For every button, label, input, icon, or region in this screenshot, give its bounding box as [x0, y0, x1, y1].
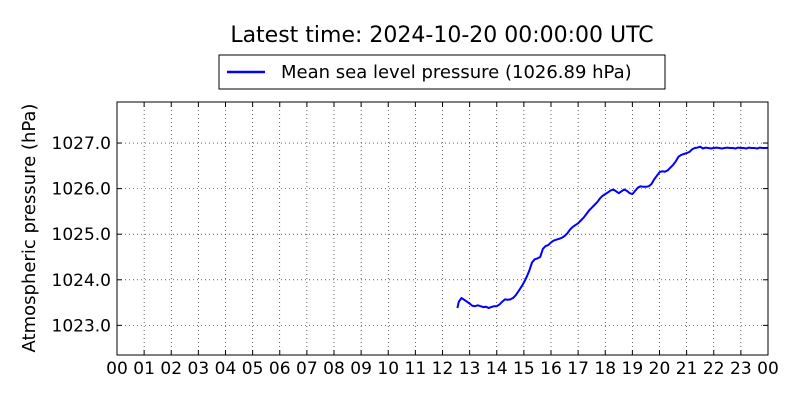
y-axis-label: Atmospheric pressure (hPa): [19, 104, 40, 353]
plot-frame: [116, 101, 769, 356]
chart-title: Latest time: 2024-10-20 00:00:00 UTC: [230, 23, 653, 48]
x-tick-label: 17: [567, 359, 589, 379]
x-tick-label: 13: [459, 359, 481, 379]
x-tick-label: 21: [676, 359, 698, 379]
y-tick-label: 1023.0: [52, 316, 111, 336]
x-tick-label: 23: [730, 359, 752, 379]
y-axis: 1023.0 1024.0 1025.0 1026.0 1027.0: [52, 134, 768, 336]
grid: [117, 102, 768, 355]
y-tick-label: 1027.0: [52, 134, 111, 154]
x-tick-label: 05: [242, 359, 264, 379]
series-line-pressure: [456, 145, 768, 309]
series-layer: [456, 145, 768, 309]
x-axis: 00 01 02 03 04 05 06 07 08 09 10 11 12 13 14 15 16 17 18 19…: [106, 102, 779, 379]
x-tick-label: 18: [594, 359, 616, 379]
x-tick-label: 06: [269, 359, 291, 379]
x-tick-label: 22: [703, 359, 725, 379]
y-tick-label: 1024.0: [52, 271, 111, 291]
y-tick-label: 1025.0: [52, 225, 111, 245]
x-tick-label: 00: [757, 359, 779, 379]
x-tick-label: 01: [133, 359, 155, 379]
legend-box: [218, 54, 666, 90]
x-tick-label: 11: [405, 359, 427, 379]
x-tick-label: 00: [106, 359, 128, 379]
x-tick-label: 09: [350, 359, 372, 379]
legend-label: Mean sea level pressure (1026.89 hPa): [281, 62, 632, 83]
x-tick-label: 14: [486, 359, 508, 379]
x-tick-label: 20: [649, 359, 671, 379]
x-tick-label: 02: [160, 359, 182, 379]
x-tick-label: 15: [513, 359, 535, 379]
x-tick-label: 04: [215, 359, 237, 379]
x-tick-label: 08: [323, 359, 345, 379]
y-tick-label: 1026.0: [52, 180, 111, 200]
x-tick-label: 10: [377, 359, 399, 379]
x-tick-label: 12: [432, 359, 454, 379]
x-tick-label: 07: [296, 359, 318, 379]
x-tick-label: 16: [540, 359, 562, 379]
x-tick-label: 19: [622, 359, 644, 379]
legend: Mean sea level pressure (1026.89 hPa): [218, 54, 666, 90]
x-tick-label: 03: [188, 359, 210, 379]
